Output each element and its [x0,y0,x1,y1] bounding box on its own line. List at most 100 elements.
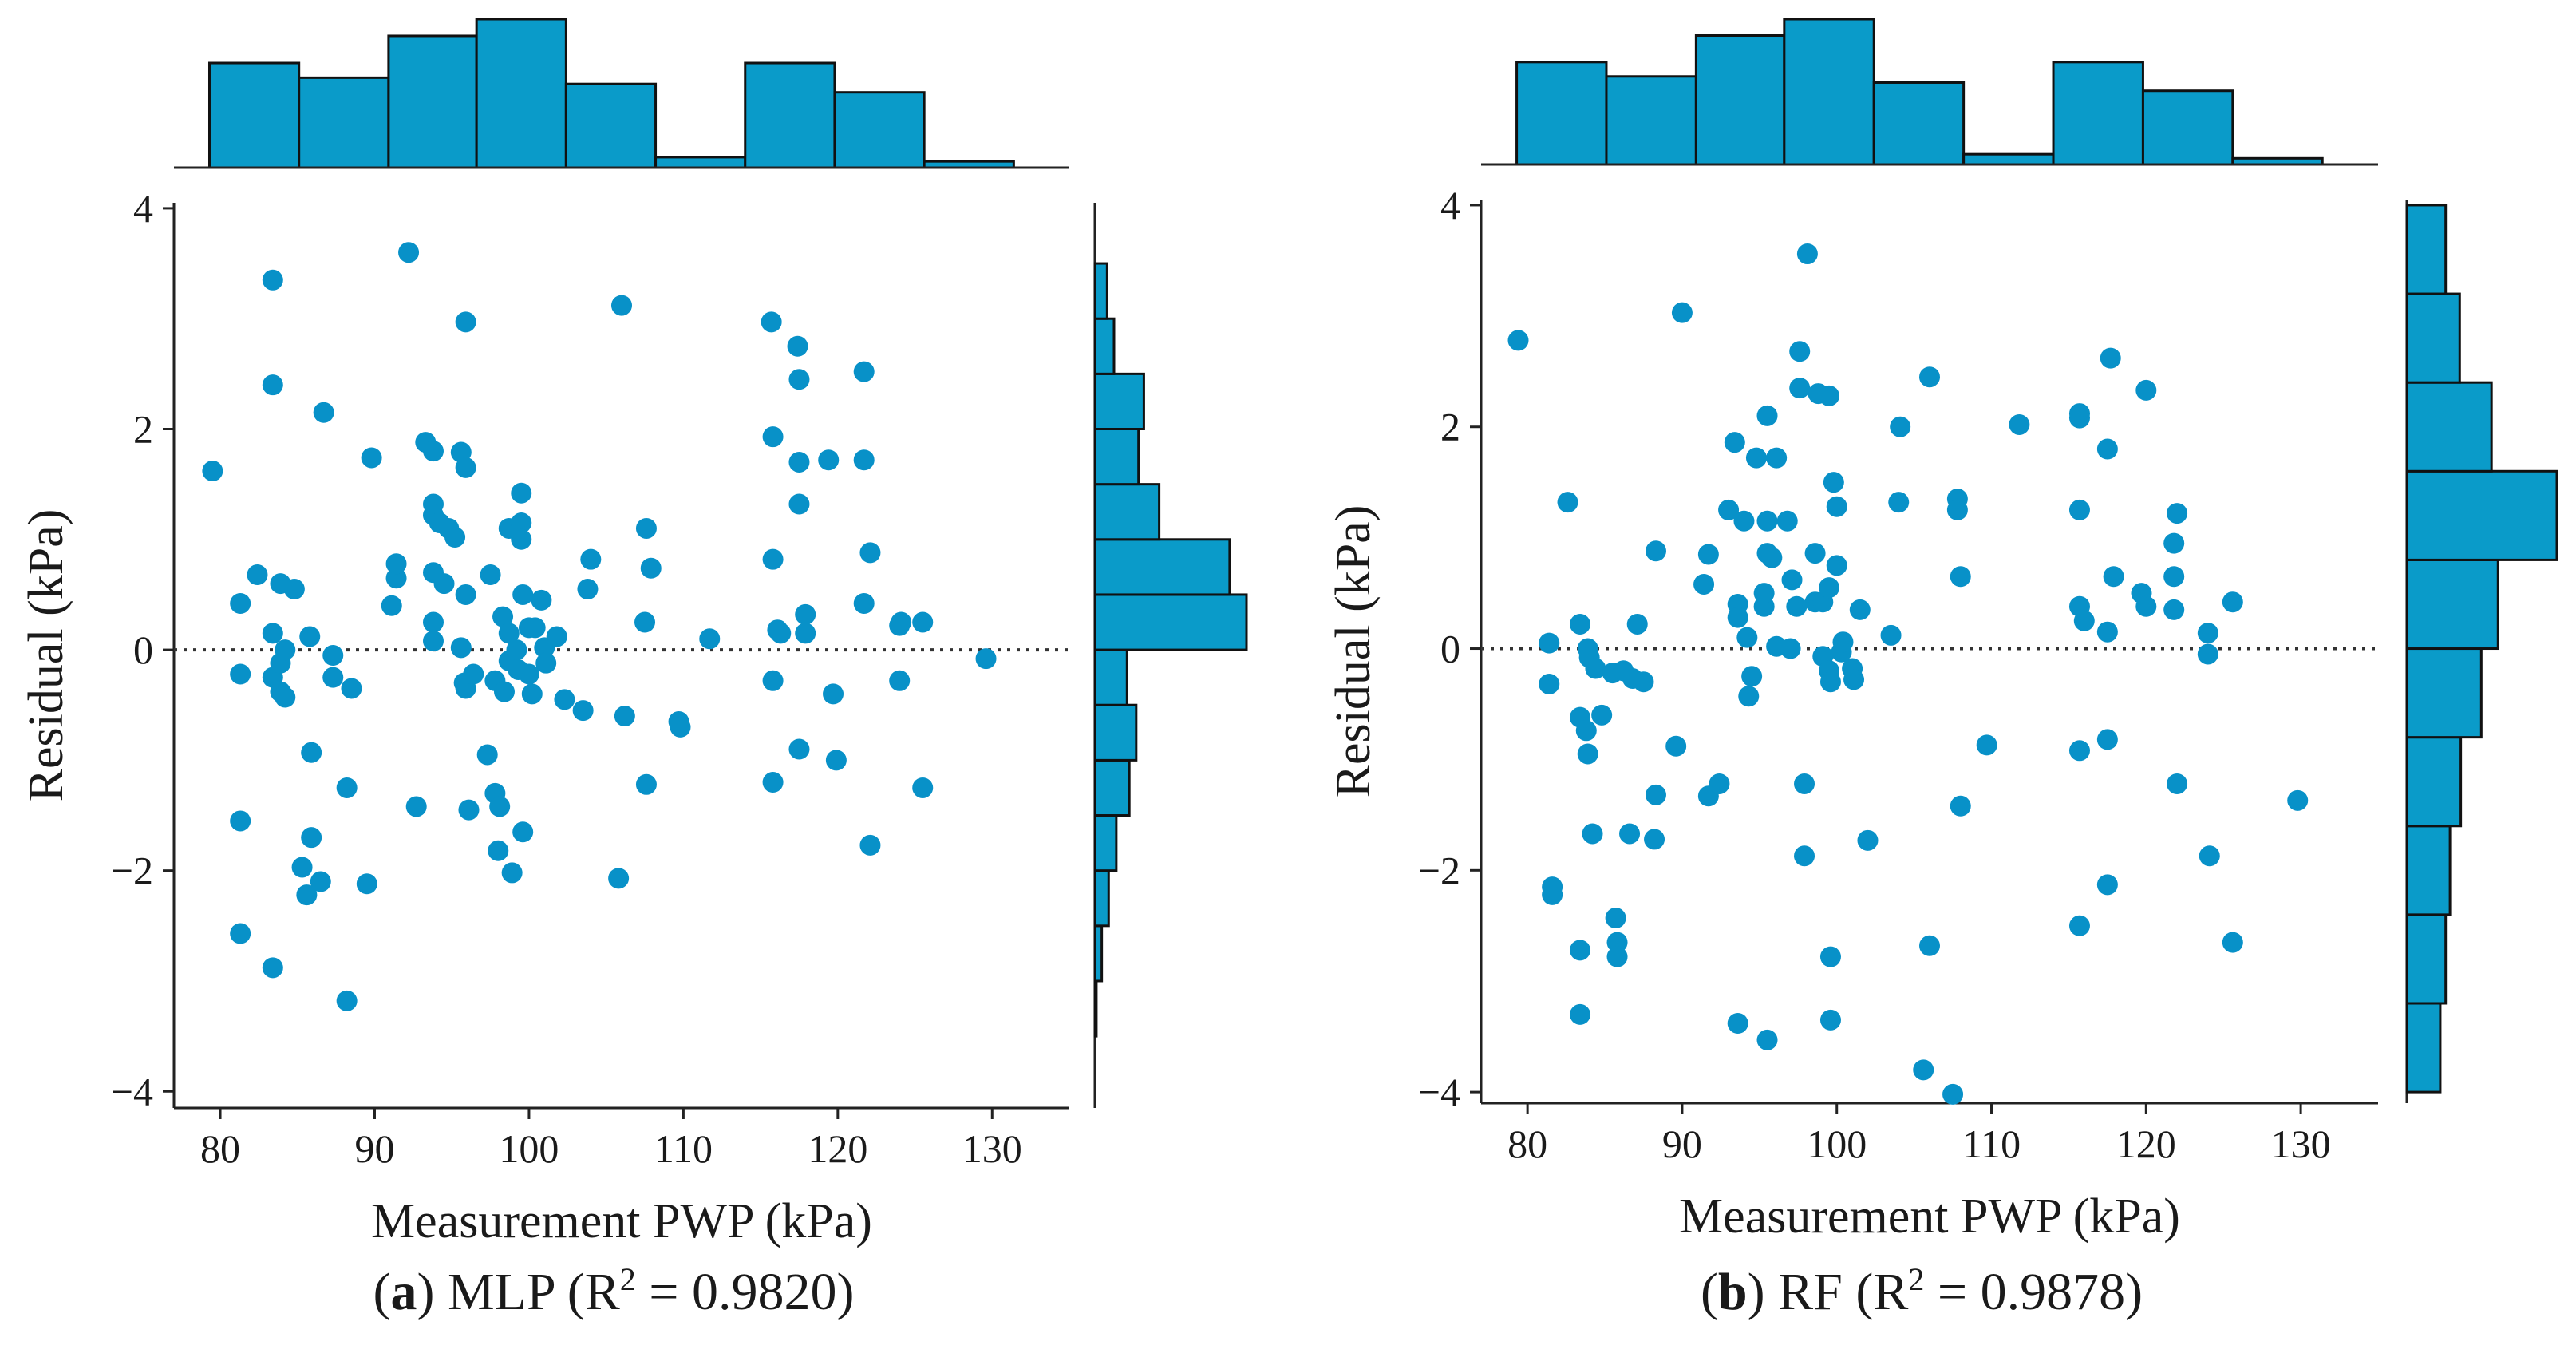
y-histogram-bar [2405,1002,2442,1094]
data-point [322,667,344,688]
y-histogram-bar [1093,758,1131,817]
data-point [1781,569,1803,591]
data-point [455,584,476,605]
data-point [1619,823,1641,845]
y-histogram-bar [2405,736,2463,828]
y-histogram-bar [1093,593,1248,651]
data-point [511,482,532,504]
data-point [1741,666,1763,687]
data-point [444,527,466,548]
data-point [635,773,657,795]
data-point [608,868,630,889]
data-point [1585,658,1606,679]
data-point [761,311,782,333]
data-point [1645,784,1666,805]
data-point [1605,908,1626,929]
data-point [247,564,268,586]
data-point [2222,932,2243,953]
data-point [301,742,322,763]
data-point [1786,595,1808,617]
data-point [2100,347,2121,369]
x-tick-label: 130 [962,1126,1022,1171]
data-point [310,871,331,892]
data-point [230,810,251,832]
data-point [518,663,539,685]
data-point [2073,610,2095,631]
data-point [2103,566,2124,588]
y-marginal-histogram [2405,200,2558,1103]
data-point [2199,845,2220,867]
data-point [1591,704,1613,726]
data-point [1942,1083,1964,1105]
y-tick-label: −2 [111,849,153,893]
y-histogram-bar [2405,204,2448,295]
data-point [2287,789,2309,811]
data-point [788,493,810,515]
data-point [2197,643,2218,665]
scatter-axes [163,203,1069,1119]
data-point [283,579,305,600]
data-point [262,269,283,291]
data-point [912,777,934,798]
data-point [1733,510,1755,532]
x-tick-label: 80 [1507,1122,1547,1166]
data-point [795,603,816,625]
data-point [2068,740,2090,762]
data-point [1857,829,1879,851]
y-histogram-bar [2405,381,2493,473]
data-point [2167,773,2188,794]
x-tick-label: 120 [2116,1122,2176,1166]
data-point [1644,829,1665,850]
data-point [1671,302,1693,323]
data-point [1709,773,1730,794]
data-point [1776,510,1798,532]
data-point [405,796,427,817]
data-point [361,447,382,469]
data-point [1606,946,1628,967]
data-point [275,639,296,661]
data-point [1582,823,1603,845]
data-point [1745,447,1767,469]
data-point [1756,1029,1778,1050]
y-histogram-bar [1093,703,1138,762]
data-point [2167,503,2188,524]
data-point [762,772,784,793]
data-point [1542,884,1563,905]
data-point [762,670,784,691]
data-point [1575,720,1597,742]
caption-tail: = 0.9820) [636,1263,855,1321]
data-point [1819,946,1841,967]
x-tick-label: 130 [2271,1122,2331,1166]
data-point [1804,543,1826,564]
y-tick-label: 2 [1440,405,1460,449]
data-point [1507,330,1529,351]
data-point [301,827,322,849]
panel-caption: (b) RF (R2 = 0.9878) [1701,1261,2143,1321]
y-histogram-bar [2405,292,2461,384]
data-point [770,623,792,644]
caption-letter: b [1718,1263,1748,1321]
data-point [493,681,515,702]
data-point [762,426,784,448]
data-point [450,637,472,659]
data-point [1849,599,1871,620]
x-histogram-bar [654,156,747,169]
x-histogram-bar [1605,75,1697,166]
scatter-points [202,242,997,1011]
data-point [818,449,840,471]
data-point [2096,621,2118,643]
x-histogram-bar [744,61,836,169]
data-point [975,648,997,670]
data-point [1826,496,1847,517]
data-point [1539,673,1560,694]
data-point [476,744,498,766]
y-axis-label: Residual (kPa) [19,509,73,802]
data-point [433,573,455,595]
data-point [356,873,377,895]
data-point [554,689,575,710]
y-histogram-bar [1093,428,1140,486]
data-point [1718,499,1740,520]
data-point [1756,405,1778,426]
x-tick-label: 110 [1962,1122,2021,1166]
